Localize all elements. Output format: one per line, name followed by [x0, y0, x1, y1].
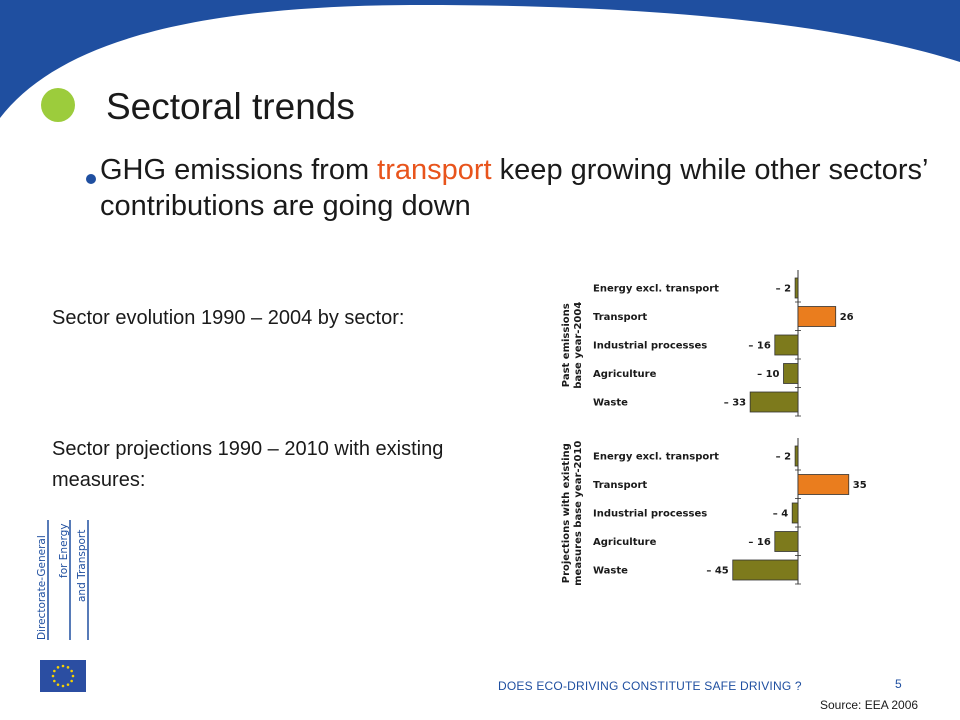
- eu-star: [70, 679, 73, 683]
- data-label: – 16: [748, 341, 770, 352]
- data-label: – 10: [757, 369, 779, 380]
- data-label: 26: [840, 312, 854, 323]
- slide-title: Sectoral trends: [106, 86, 355, 127]
- bar-agriculture: [783, 363, 799, 384]
- bullet-text: GHG emissions from transport keep growin…: [100, 152, 940, 224]
- label-past-emissions: Sector evolution 1990 – 2004 by sector:: [52, 307, 405, 329]
- bar-energy-excl-transport: [794, 445, 799, 467]
- category-label: Waste: [593, 398, 628, 409]
- category-label: Industrial processes: [593, 509, 707, 520]
- eu-star: [53, 669, 56, 673]
- bar-transport: [797, 474, 850, 495]
- category-label: Transport: [593, 312, 647, 323]
- eu-flag-icon: [40, 660, 86, 692]
- bullet-text-highlight: transport: [377, 154, 492, 186]
- eu-star: [53, 679, 56, 683]
- eu-star: [66, 666, 70, 669]
- footer-text: DOES ECO-DRIVING CONSTITUTE SAFE DRIVING…: [498, 679, 802, 693]
- data-label: 35: [853, 480, 867, 491]
- page-number: 5: [895, 677, 902, 691]
- data-label: – 33: [724, 398, 746, 409]
- bar-waste: [749, 391, 799, 413]
- category-label: Agriculture: [593, 537, 657, 548]
- bar-energy-excl-transport: [794, 277, 799, 299]
- category-label: Transport: [593, 480, 647, 491]
- eu-star: [66, 683, 70, 686]
- eu-star: [61, 684, 65, 688]
- header-swoosh: [0, 0, 960, 118]
- category-label: Industrial processes: [593, 341, 707, 352]
- eu-star: [71, 674, 75, 678]
- bullet-text-after: keep growing while other sectors’ contri…: [100, 154, 928, 222]
- bar-industrial-processes: [774, 334, 799, 356]
- group-label: Past emissions: [561, 303, 572, 387]
- bar-agriculture: [774, 531, 799, 552]
- logo-line-1: Directorate-General: [36, 535, 48, 640]
- source-note: Source: EEA 2006: [820, 698, 919, 712]
- bar-industrial-processes: [791, 502, 799, 524]
- eu-star: [51, 674, 55, 678]
- bullet-text-before: GHG emissions from: [100, 154, 378, 186]
- title-bullet-icon: [41, 88, 75, 122]
- logo-line-2: for Energy: [58, 523, 70, 578]
- data-label: – 2: [776, 452, 791, 463]
- group-label: base year-2004: [573, 302, 584, 389]
- logo-line-3: and Transport: [76, 530, 88, 602]
- bullet-icon: [86, 174, 96, 184]
- eu-star: [61, 664, 65, 668]
- category-label: Energy excl. transport: [593, 284, 719, 295]
- group-label: measures base year-2010: [573, 441, 584, 586]
- data-label: – 2: [776, 284, 791, 295]
- eu-star: [56, 683, 60, 686]
- sector-emissions-chart: Past emissions base year-2004 Energy excl.…: [561, 270, 867, 586]
- label-projections: Sector projections 1990 – 2010 with exis…: [52, 438, 444, 491]
- data-label: – 16: [748, 537, 770, 548]
- bar-transport: [797, 306, 837, 327]
- category-label: Agriculture: [593, 369, 657, 380]
- eu-star: [56, 666, 60, 669]
- category-label: Waste: [593, 566, 628, 577]
- data-label: – 45: [706, 566, 728, 577]
- eu-star: [70, 669, 73, 673]
- data-label: – 4: [773, 509, 788, 520]
- group-label: Projections with existing: [561, 443, 572, 583]
- dg-energy-transport-logo: Directorate-General for Energy and Trans…: [36, 520, 89, 640]
- category-label: Energy excl. transport: [593, 452, 719, 463]
- bar-waste: [732, 559, 799, 581]
